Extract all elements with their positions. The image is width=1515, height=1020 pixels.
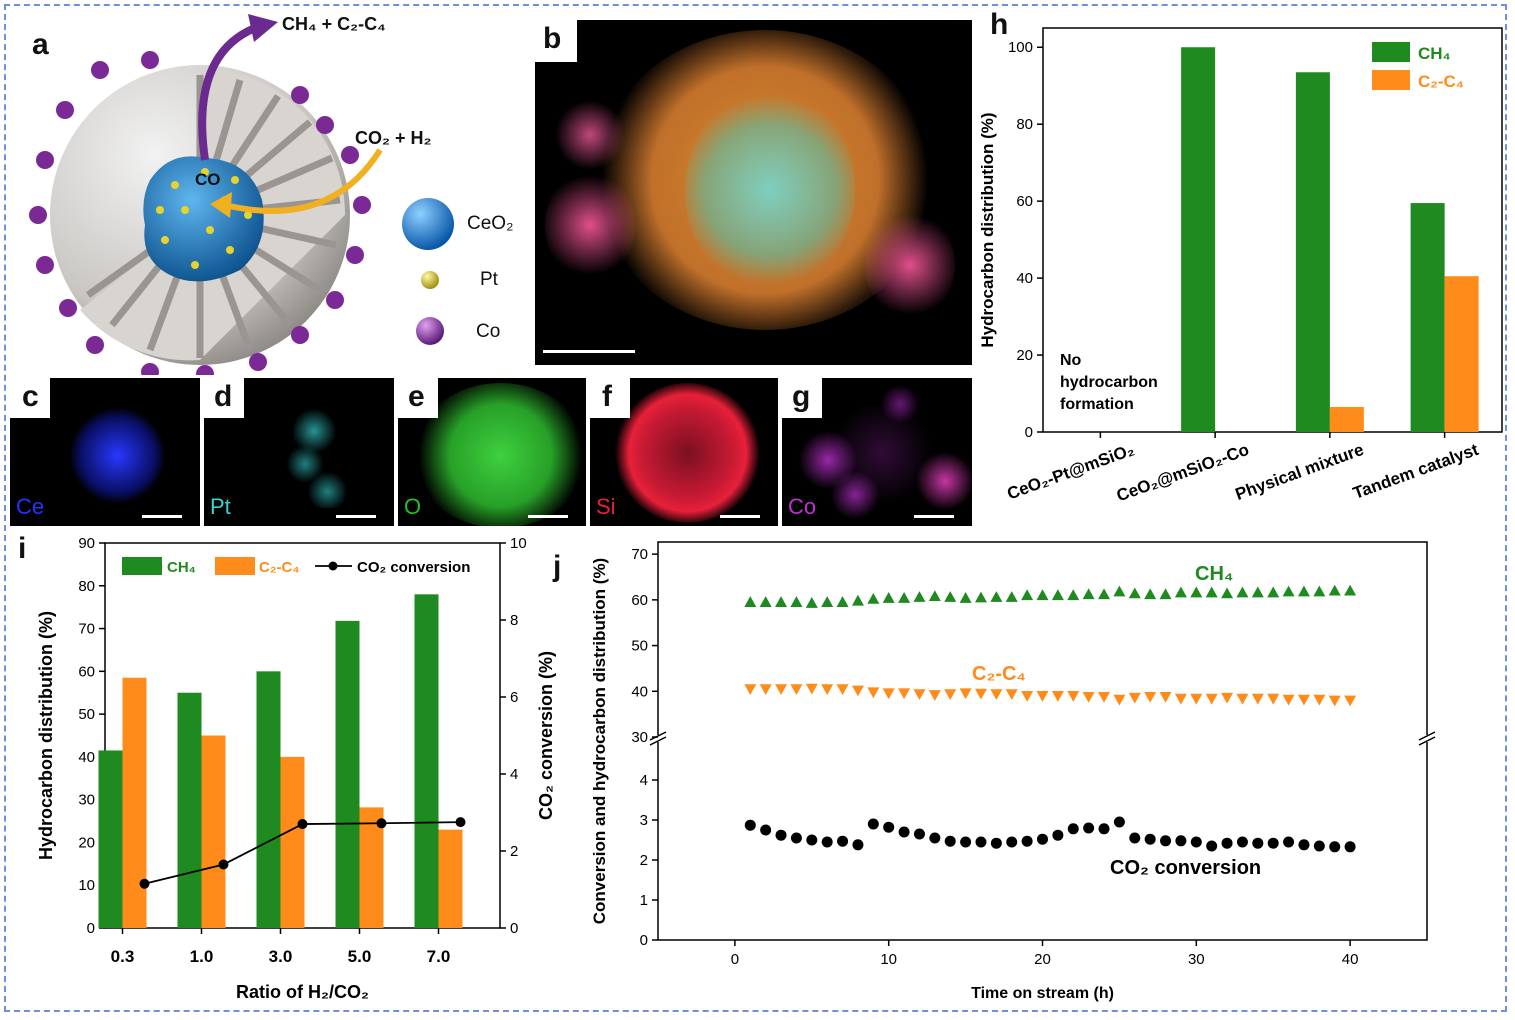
legend-ceo2-label: CeO₂ — [467, 213, 514, 234]
eds-map-co: g Co — [782, 378, 972, 526]
figure-frame — [4, 4, 1507, 1012]
legend-pt-sphere — [421, 271, 439, 289]
legend-ceo2-sphere — [402, 198, 454, 250]
element-label-ce: Ce — [16, 494, 45, 519]
panel-e-label-bg — [398, 378, 438, 418]
eds-map-si: f Si — [590, 378, 778, 526]
eds-map-pt: d Pt — [204, 378, 394, 526]
reactant-arrowhead — [210, 192, 232, 218]
panel-label-j: j — [553, 550, 562, 583]
o-signal — [413, 383, 586, 526]
legend-co-sphere — [416, 317, 444, 345]
scale-bar-e — [528, 515, 568, 518]
panel-label-c: c — [22, 380, 39, 413]
product-label: CH₄ + C₂-C₄ — [282, 14, 386, 34]
intermediate-label: CO — [195, 170, 221, 189]
panel-label-g: g — [792, 380, 811, 413]
overlay-pink-left — [545, 170, 635, 280]
panel-label-i: i — [18, 532, 27, 565]
scale-bar-f — [720, 515, 760, 518]
co-nanoparticles — [29, 51, 371, 375]
reactant-arrow — [224, 148, 383, 214]
ce-signal — [70, 408, 165, 503]
scale-bar-d — [336, 515, 376, 518]
element-label-pt: Pt — [210, 494, 231, 519]
panel-label-e: e — [408, 380, 425, 413]
panel-label-f: f — [602, 380, 612, 413]
legend-pt-label: Pt — [480, 269, 498, 290]
legend-co-label: Co — [476, 321, 501, 342]
panel-c-label-bg — [10, 378, 50, 418]
eds-map-ce: c Ce — [10, 378, 200, 526]
product-arrow — [198, 24, 257, 161]
panel-label-b: b — [543, 22, 562, 55]
overlay-pink-top — [555, 100, 625, 170]
scale-bar-c — [142, 515, 182, 518]
panel-label-h: h — [990, 8, 1009, 41]
eds-map-o: e O — [398, 378, 586, 526]
panel-f-label-bg — [590, 378, 630, 418]
eds-overlay-map: b — [535, 20, 972, 365]
panel-label-a: a — [32, 28, 49, 61]
overlay-pink-right — [865, 210, 955, 320]
element-label-co: Co — [788, 494, 817, 519]
scale-bar-g — [914, 515, 954, 518]
si-signal — [615, 383, 760, 523]
scale-bar-b — [543, 350, 635, 353]
element-label-o: O — [404, 494, 422, 519]
panel-a: a — [0, 0, 535, 375]
element-label-si: Si — [596, 494, 616, 519]
overlay-cyan-core — [685, 90, 855, 290]
panel-b-label-bg — [535, 20, 577, 62]
product-arrowhead — [248, 14, 278, 42]
catalyst-schematic — [29, 14, 454, 375]
co-signal — [792, 383, 972, 523]
pt-signal — [269, 398, 359, 508]
panel-g-label-bg — [782, 378, 822, 418]
panel-label-d: d — [214, 380, 233, 413]
reactant-label: CO₂ + H₂ — [355, 128, 432, 148]
panel-d-label-bg — [204, 378, 244, 418]
